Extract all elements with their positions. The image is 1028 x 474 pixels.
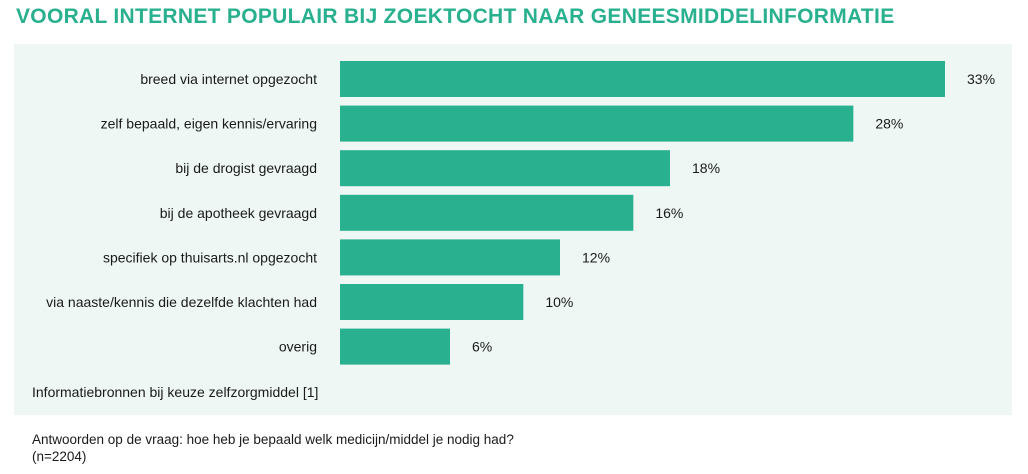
bar	[340, 61, 945, 97]
chart-title: VOORAL INTERNET POPULAIR BIJ ZOEKTOCHT N…	[16, 5, 895, 28]
value-label: 10%	[545, 294, 573, 310]
category-label: overig	[279, 339, 317, 355]
value-label: 33%	[967, 71, 995, 87]
bar	[340, 194, 634, 231]
bar	[340, 239, 560, 276]
bar	[340, 284, 524, 320]
category-label: breed via internet opgezocht	[140, 71, 317, 87]
bar	[340, 150, 670, 187]
survey-footnote: Antwoorden op de vraag: hoe heb je bepaa…	[32, 432, 514, 464]
category-label: zelf bepaald, eigen kennis/ervaring	[101, 116, 317, 132]
value-label: 6%	[472, 339, 492, 355]
category-label: bij de apotheek gevraagd	[160, 205, 317, 221]
value-label: 16%	[655, 205, 683, 221]
bar	[340, 328, 450, 365]
bar-chart: breed via internet opgezocht 33% zelf bepa…	[46, 61, 995, 365]
category-label: bij de drogist gevraagd	[175, 160, 317, 176]
chart-caption: Informatiebronnen bij keuze zelfzorgmidd…	[32, 384, 319, 400]
value-label: 12%	[582, 249, 610, 265]
bar	[340, 105, 854, 142]
value-label: 18%	[692, 160, 720, 176]
value-label: 28%	[875, 116, 903, 132]
chart-panel: breed via internet opgezocht 33% zelf bepa…	[14, 44, 1012, 415]
category-label: specifiek op thuisarts.nl opgezocht	[103, 249, 317, 265]
category-label: via naaste/kennis die dezelfde klachten …	[46, 294, 317, 310]
